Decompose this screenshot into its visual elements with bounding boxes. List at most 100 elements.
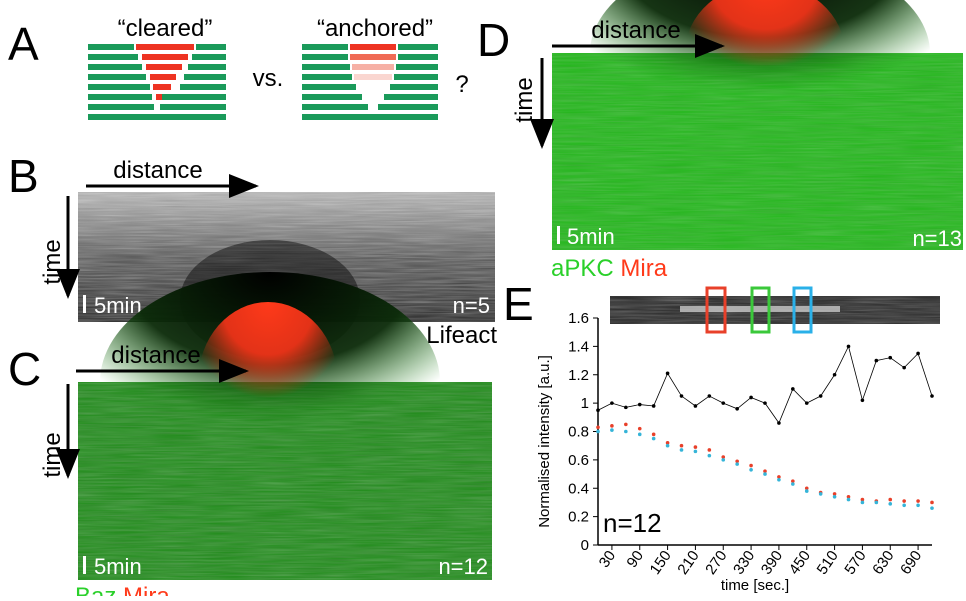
scale-label: 5min [567, 224, 615, 249]
point [832, 492, 837, 496]
axis-arrow-label: distance [113, 157, 202, 184]
kymograph [552, 0, 963, 250]
point [860, 497, 865, 502]
marker-green: aPKC [551, 255, 614, 282]
marker-green: Baz [75, 583, 116, 596]
kymograph [78, 272, 492, 580]
point [888, 497, 893, 502]
point [721, 401, 726, 405]
panel-label: A [8, 18, 39, 70]
point [791, 479, 795, 483]
marker-red: Mira [620, 255, 667, 282]
point [637, 426, 642, 431]
x-tick-label: 510 [814, 548, 842, 578]
y-tick-label: 1.2 [568, 367, 589, 384]
point [791, 387, 795, 391]
scale-label: 5min [94, 554, 142, 579]
point [888, 502, 893, 506]
axis-arrow-label: time [39, 239, 66, 284]
x-tick-label: 210 [674, 548, 702, 578]
x-tick-label: 150 [647, 548, 675, 578]
point [832, 372, 837, 377]
marker-red: Mira [123, 583, 170, 596]
x-tick-label: 570 [841, 548, 869, 578]
point [846, 497, 851, 502]
point [777, 477, 781, 482]
point [679, 443, 684, 448]
schematic-anchored [302, 44, 438, 120]
point [735, 462, 739, 466]
point [707, 448, 712, 452]
point [610, 424, 614, 428]
scale-bar [83, 556, 86, 574]
x-tick-label: 30 [596, 548, 619, 571]
panel-label: B [8, 150, 39, 202]
point [665, 371, 670, 376]
point [637, 432, 642, 437]
point [763, 469, 767, 474]
point [818, 394, 823, 398]
point [596, 429, 600, 434]
point [916, 503, 920, 508]
point [916, 351, 920, 356]
marker-label: Lifeact [426, 322, 497, 349]
point [624, 405, 628, 410]
axis-arrow-label: time [511, 77, 538, 122]
point [930, 394, 934, 398]
n-label: n=12 [438, 554, 488, 579]
n-label: n=12 [603, 508, 662, 538]
y-tick-label: 1.6 [568, 310, 589, 327]
point [902, 499, 906, 503]
point [735, 407, 739, 411]
point [707, 453, 712, 458]
question: ? [455, 71, 468, 98]
y-tick-label: 0.4 [568, 480, 589, 497]
panel-label: E [503, 278, 534, 330]
y-tick-label: 0.8 [568, 424, 589, 441]
point [804, 486, 809, 491]
n-label: n=13 [912, 226, 962, 251]
point [651, 432, 656, 437]
point [610, 401, 614, 405]
point [651, 404, 656, 408]
point [624, 429, 628, 434]
x-tick-label: 330 [730, 548, 758, 578]
vs: vs. [253, 65, 284, 92]
point [930, 506, 934, 510]
point [693, 449, 698, 454]
point [777, 421, 781, 425]
point [665, 441, 670, 445]
scale-bar [83, 295, 86, 313]
schematic-cleared [88, 44, 226, 120]
point [930, 500, 934, 505]
point [665, 443, 670, 448]
axis-arrow-label: time [39, 432, 66, 477]
y-tick-label: 0.6 [568, 452, 589, 469]
point [679, 448, 684, 452]
point [777, 475, 781, 479]
x-tick-label: 630 [869, 548, 897, 578]
x-tick-label: 690 [897, 548, 925, 578]
chart: 0 0.2 0.4 0.6 0.8 1 1.2 1.4 1.6 30 90 150 210 270 330 3… [536, 310, 934, 594]
x-tick-label: 270 [702, 548, 730, 578]
panel-label: C [8, 343, 41, 395]
axis-arrow-label: distance [591, 17, 680, 44]
point [596, 425, 600, 430]
panel-label: D [477, 14, 510, 66]
marker-label: Baz Mira [75, 583, 170, 596]
point [791, 482, 795, 486]
y-axis-label: Normalised intensity [a.u.] [536, 355, 553, 528]
x-tick-label: 390 [758, 548, 786, 578]
y-tick-label: 1 [581, 395, 589, 412]
point [902, 365, 906, 370]
point [888, 355, 893, 360]
point [721, 455, 726, 459]
point [763, 472, 767, 476]
point [749, 463, 753, 468]
point [804, 489, 809, 493]
x-tick-label: 90 [624, 548, 647, 571]
point [679, 394, 684, 398]
point [637, 402, 642, 407]
point [874, 500, 879, 505]
